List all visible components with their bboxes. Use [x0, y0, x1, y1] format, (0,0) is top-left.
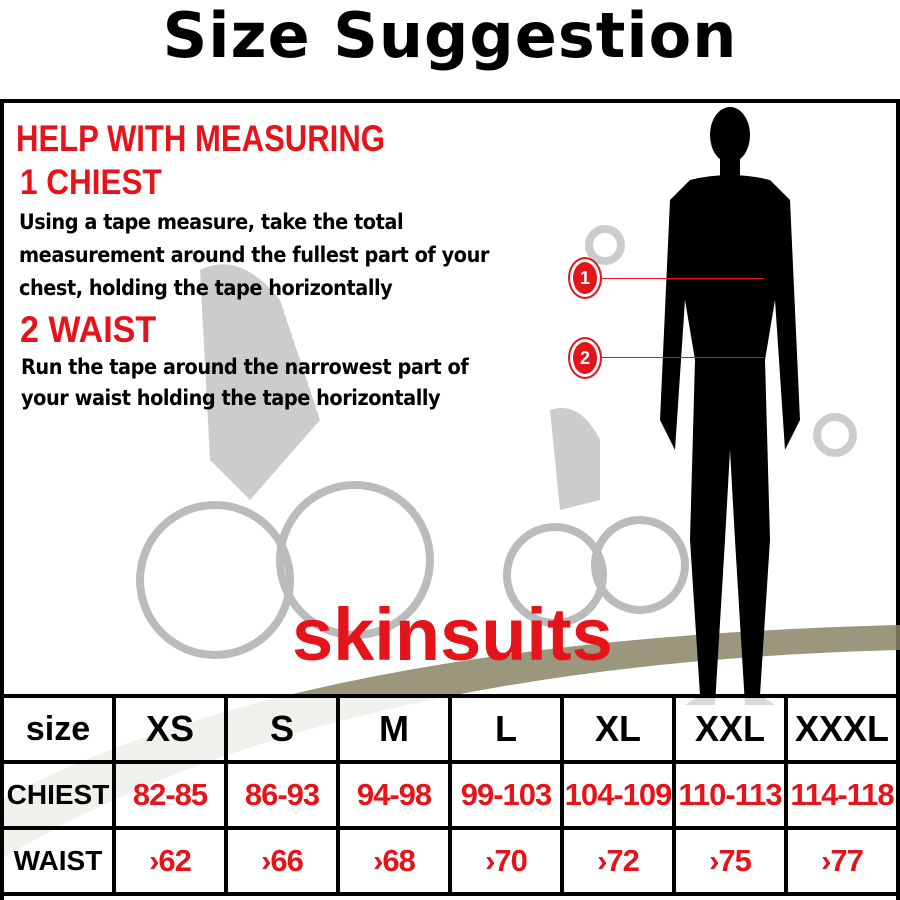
chest-line: chest, holding the tape horizontally — [19, 276, 393, 300]
waist-value: ›75 — [672, 826, 788, 896]
chest-line: Using a tape measure, take the total — [19, 210, 404, 234]
size-table: size XS S M L XL XXL XXXL CHIEST 82-85 8… — [0, 694, 900, 896]
waist-value: ›66 — [224, 826, 340, 896]
chest-value: 86-93 — [224, 760, 340, 830]
table-header-row: size XS S M L XL XXL XXXL — [0, 694, 900, 764]
waist-line: your waist holding the tape horizontally — [21, 386, 441, 410]
chest-line-indicator — [602, 278, 764, 279]
size-cell: XL — [560, 694, 676, 764]
chest-line: measurement around the fullest part of y… — [19, 243, 489, 267]
help-heading: HELP WITH MEASURING — [16, 118, 385, 159]
chart-frame — [0, 99, 900, 900]
row-label: WAIST — [0, 826, 116, 896]
body-silhouette — [660, 107, 800, 705]
size-cell: L — [448, 694, 564, 764]
waist-heading: 2 WAIST — [20, 309, 157, 350]
waist-value: ›70 — [448, 826, 564, 896]
waist-line: Run the tape around the narrowest part o… — [21, 355, 469, 379]
chest-heading: 1 CHIEST — [20, 163, 162, 202]
waist-marker: 2 — [570, 339, 600, 377]
size-cell: M — [336, 694, 452, 764]
cyclist-illustration — [136, 225, 857, 659]
size-cell: XXXL — [784, 694, 900, 764]
size-header: size — [0, 694, 116, 764]
chest-value: 99-103 — [448, 760, 564, 830]
chest-marker: 1 — [570, 259, 600, 297]
table-row: CHIEST 82-85 86-93 94-98 99-103 104-109 … — [0, 760, 900, 830]
row-label: CHIEST — [0, 760, 116, 830]
waist-value: ›68 — [336, 826, 452, 896]
chest-value: 114-118 — [784, 760, 900, 830]
size-cell: XS — [112, 694, 228, 764]
size-cell: XXL — [672, 694, 788, 764]
waist-line-indicator — [602, 357, 764, 358]
table-row: WAIST ›62 ›66 ›68 ›70 ›72 ›75 ›77 — [0, 826, 900, 896]
page-title: Size Suggestion — [162, 0, 738, 72]
size-cell: S — [224, 694, 340, 764]
chest-value: 94-98 — [336, 760, 452, 830]
chest-value: 82-85 — [112, 760, 228, 830]
waist-value: ›72 — [560, 826, 676, 896]
chest-value: 104-109 — [560, 760, 676, 830]
waist-value: ›62 — [112, 826, 228, 896]
waist-value: ›77 — [784, 826, 900, 896]
chest-value: 110-113 — [672, 760, 788, 830]
brand-label: skinsuits — [292, 593, 613, 676]
